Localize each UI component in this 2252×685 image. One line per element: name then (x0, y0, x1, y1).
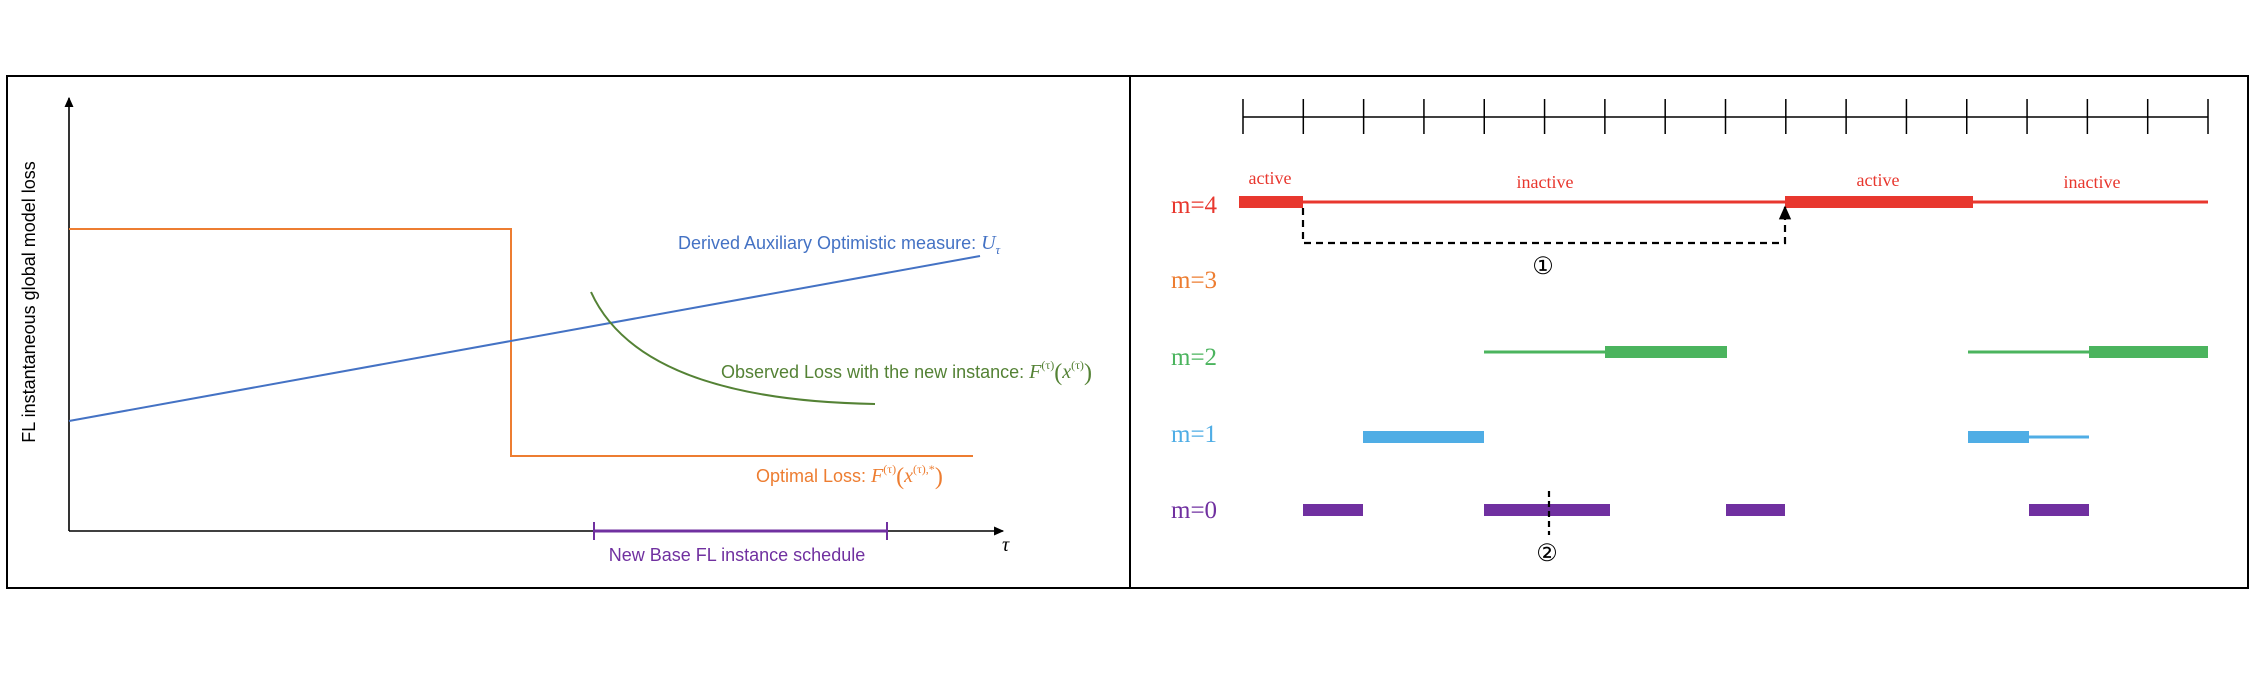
status-label-active-2: active (1857, 170, 1900, 190)
row-label-m3: m=3 (1171, 267, 1217, 294)
timeline-ruler (1242, 99, 2209, 134)
m2-active-segment-2 (2089, 346, 2208, 358)
m0-active-segment-1 (1303, 504, 1363, 516)
m4-active-segment-2 (1785, 196, 1973, 208)
row-label-m0: m=0 (1171, 497, 1217, 524)
m0-active-segment-3 (1726, 504, 1785, 516)
schedule-label: New Base FL instance schedule (609, 545, 865, 565)
optimal-label-math: F (870, 465, 884, 487)
marker-2: ② (1536, 541, 1558, 567)
status-label-active-1: active (1249, 168, 1292, 188)
m0-active-segment-2 (1484, 504, 1610, 516)
optimistic-label-text: Derived Auxiliary Optimistic measure: (678, 233, 981, 253)
observed-label-open: ( (1054, 360, 1062, 386)
observed-loss-curve (590, 291, 876, 405)
optimal-label-sup: (τ) (883, 462, 896, 476)
right-panel-frame (1129, 75, 2249, 589)
m0-active-segment-4 (2029, 504, 2089, 516)
optimistic-measure-label: Derived Auxiliary Optimistic measure: Uτ (678, 232, 1002, 257)
status-label-inactive-1: inactive (1517, 172, 1574, 192)
observed-label-var: x (1061, 361, 1071, 383)
optimistic-label-math: U (981, 232, 997, 254)
row-m1-timeline (1363, 431, 2089, 443)
optimistic-measure-line (68, 255, 981, 422)
wait-interval-arrow (1301, 205, 1792, 245)
x-axis-symbol: τ (1002, 534, 1010, 556)
schedule-bracket (593, 522, 888, 540)
optimal-label-argsup: (τ),* (913, 462, 935, 476)
observed-label-text: Observed Loss with the new instance: (721, 362, 1029, 382)
row-label-m1: m=1 (1171, 421, 1217, 448)
m2-active-segment-1 (1605, 346, 1727, 358)
observed-label-math: F (1028, 361, 1042, 383)
optimistic-label-sub: τ (996, 242, 1002, 257)
optimal-loss-line (69, 228, 973, 457)
marker-1: ① (1532, 254, 1554, 280)
row-label-m2: m=2 (1171, 344, 1217, 371)
observed-label-argsup: (τ) (1071, 358, 1084, 372)
optimal-loss-label: Optimal Loss: F(τ)(x(τ),*) (756, 462, 943, 490)
optimal-label-text: Optimal Loss: (756, 466, 871, 486)
y-axis-label: FL instantaneous global model loss (19, 161, 39, 443)
optimal-label-close: ) (935, 464, 943, 490)
row-m2-timeline (1484, 346, 2208, 358)
row-m4-timeline (1239, 196, 2208, 208)
optimal-label-open: ( (896, 464, 904, 490)
row-m0-timeline (1303, 504, 2089, 516)
m1-active-segment-1 (1363, 431, 1484, 443)
m4-active-segment-1 (1239, 196, 1303, 208)
observed-loss-label: Observed Loss with the new instance: F(τ… (721, 358, 1092, 386)
m1-active-segment-2 (1968, 431, 2029, 443)
left-panel: FL instantaneous global model loss τ New… (6, 75, 1131, 589)
row-label-m4: m=4 (1171, 192, 1218, 219)
status-label-inactive-2: inactive (2064, 172, 2121, 192)
left-panel-frame (6, 75, 1131, 589)
observed-label-close: ) (1084, 360, 1092, 386)
right-panel: m=4 m=3 m=2 m=1 m=0 active inactive acti… (1129, 75, 2249, 589)
observed-label-sup: (τ) (1041, 358, 1054, 372)
optimal-label-var: x (903, 465, 913, 487)
